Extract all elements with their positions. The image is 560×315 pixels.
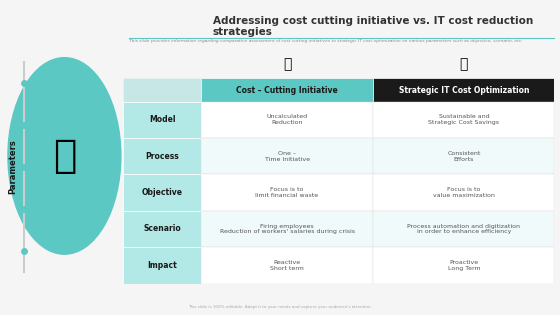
Text: Process automation and digitization
in order to enhance efficiency: Process automation and digitization in o… [407, 224, 520, 234]
Text: This slide provides information regarding comparative assessment of cost cutting: This slide provides information regardin… [129, 39, 522, 43]
Text: One –
Time Initiative: One – Time Initiative [264, 151, 310, 162]
Bar [374, 138, 554, 175]
Circle shape [8, 58, 121, 254]
Text: 📄: 📄 [460, 57, 468, 72]
Bar [123, 247, 201, 284]
Text: Focus is to
limit financial waste: Focus is to limit financial waste [255, 187, 319, 198]
Text: Scenario: Scenario [143, 225, 181, 233]
Bar [374, 247, 554, 284]
Bar [201, 175, 374, 211]
Text: 💰: 💰 [283, 57, 291, 72]
Bar [201, 138, 374, 175]
Text: This slide is 100% editable. Adapt it to your needs and capture your audience's : This slide is 100% editable. Adapt it to… [188, 305, 372, 309]
Text: Objective: Objective [142, 188, 183, 197]
Text: Impact: Impact [147, 261, 177, 270]
Text: Addressing cost cutting initiative vs. IT cost reduction strategies: Addressing cost cutting initiative vs. I… [213, 16, 533, 37]
Bar [201, 102, 374, 138]
Bar [123, 102, 201, 138]
Text: Model: Model [149, 115, 175, 124]
Text: Uncalculated
Reduction: Uncalculated Reduction [267, 114, 307, 125]
Text: Process: Process [145, 152, 179, 161]
Bar [123, 175, 201, 211]
Text: Cost – Cutting Initiative: Cost – Cutting Initiative [236, 86, 338, 94]
Bar [374, 102, 554, 138]
Bar [123, 211, 201, 247]
Bar [201, 247, 374, 284]
Text: 🖥: 🖥 [53, 137, 76, 175]
Bar [201, 78, 374, 102]
Text: Strategic IT Cost Optimization: Strategic IT Cost Optimization [399, 86, 529, 94]
Text: Proactive
Long Term: Proactive Long Term [447, 260, 480, 271]
Bar [123, 138, 201, 175]
Bar [123, 78, 201, 102]
Bar [374, 211, 554, 247]
Text: Focus is to
value maximization: Focus is to value maximization [433, 187, 495, 198]
Bar [374, 175, 554, 211]
Bar [201, 211, 374, 247]
Text: Firing employees
Reduction of workers' salaries during crisis: Firing employees Reduction of workers' s… [220, 224, 354, 234]
Text: Consistent
Efforts: Consistent Efforts [447, 151, 480, 162]
Text: Reactive
Short term: Reactive Short term [270, 260, 304, 271]
Bar [374, 78, 554, 102]
Text: Parameters: Parameters [8, 140, 17, 194]
Text: Sustainable and
Strategic Cost Savings: Sustainable and Strategic Cost Savings [428, 114, 500, 125]
